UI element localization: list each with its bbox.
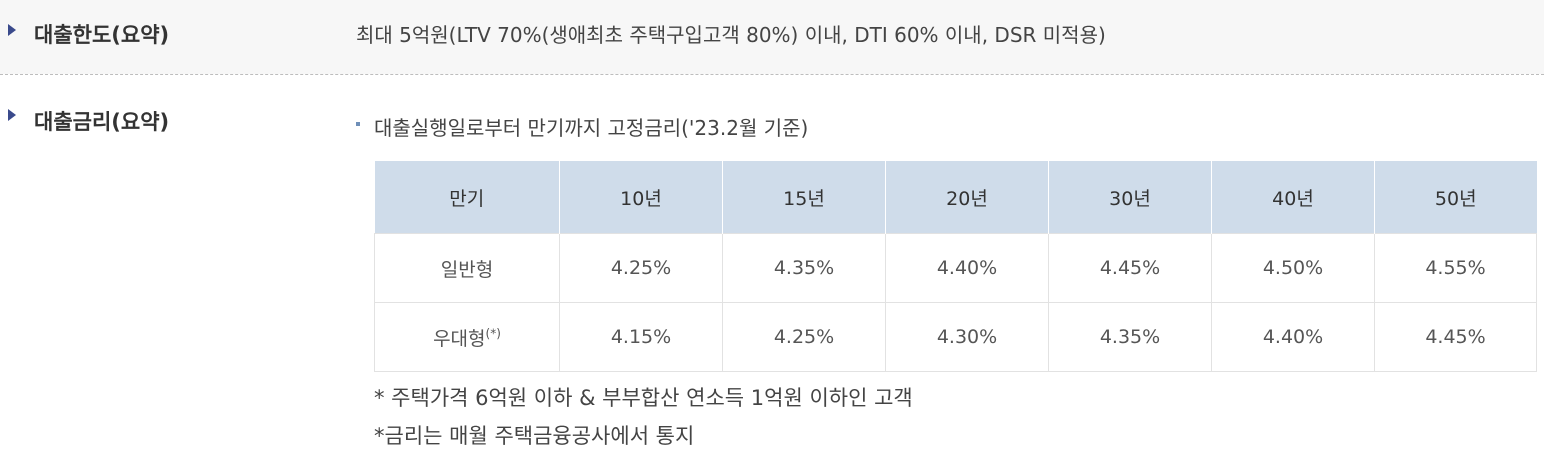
rate-cell: 4.35% [1048, 302, 1212, 372]
rate-cell: 4.40% [1211, 302, 1375, 372]
rate-cell: 4.25% [722, 302, 886, 372]
rate-cell: 4.15% [559, 302, 723, 372]
rate-cell: 4.50% [1211, 233, 1375, 303]
loan-limit-label: 대출한도(요약) [34, 23, 170, 47]
row-name-label: 일반형 [440, 258, 494, 281]
row-name-footnote-mark: (*) [485, 326, 501, 341]
loan-limit-value: 최대 5억원(LTV 70%(생애최초 주택구입고객 80%) 이내, DTI … [356, 23, 1106, 47]
header-15y: 15년 [722, 161, 886, 234]
loan-rate-subtitle: 대출실행일로부터 만기까지 고정금리('23.2월 기준) [374, 116, 809, 140]
rate-cell: 4.40% [885, 233, 1049, 303]
header-40y: 40년 [1211, 161, 1375, 234]
square-bullet-icon [356, 122, 360, 126]
triangle-bullet-icon [8, 24, 16, 36]
triangle-bullet-icon [8, 109, 16, 121]
rate-table: 만기 10년 15년 20년 30년 40년 50년 일반형 4.25% 4.3… [374, 161, 1537, 372]
rate-cell: 4.45% [1048, 233, 1212, 303]
rate-cell: 4.30% [885, 302, 1049, 372]
table-row: 일반형 4.25% 4.35% 4.40% 4.45% 4.50% 4.55% [374, 233, 1537, 303]
row-name-preferential: 우대형(*) [374, 302, 560, 372]
header-term: 만기 [374, 161, 560, 234]
footnote-rate-notice: *금리는 매월 주택금융공사에서 통지 [374, 424, 695, 448]
footnote-eligibility: * 주택가격 6억원 이하 & 부부합산 연소득 1억원 이하인 고객 [374, 386, 913, 410]
rate-cell: 4.55% [1374, 233, 1537, 303]
header-30y: 30년 [1048, 161, 1212, 234]
header-50y: 50년 [1374, 161, 1537, 234]
table-row: 우대형(*) 4.15% 4.25% 4.30% 4.35% 4.40% 4.4… [374, 302, 1537, 372]
row-name-general: 일반형 [374, 233, 560, 303]
table-header-row: 만기 10년 15년 20년 30년 40년 50년 [374, 161, 1537, 234]
loan-rate-label: 대출금리(요약) [34, 110, 170, 134]
section-divider [0, 74, 1544, 75]
loan-limit-section [0, 0, 1544, 74]
rate-cell: 4.25% [559, 233, 723, 303]
rate-cell: 4.45% [1374, 302, 1537, 372]
row-name-label: 우대형 [433, 327, 486, 350]
header-20y: 20년 [885, 161, 1049, 234]
rate-cell: 4.35% [722, 233, 886, 303]
header-10y: 10년 [559, 161, 723, 234]
